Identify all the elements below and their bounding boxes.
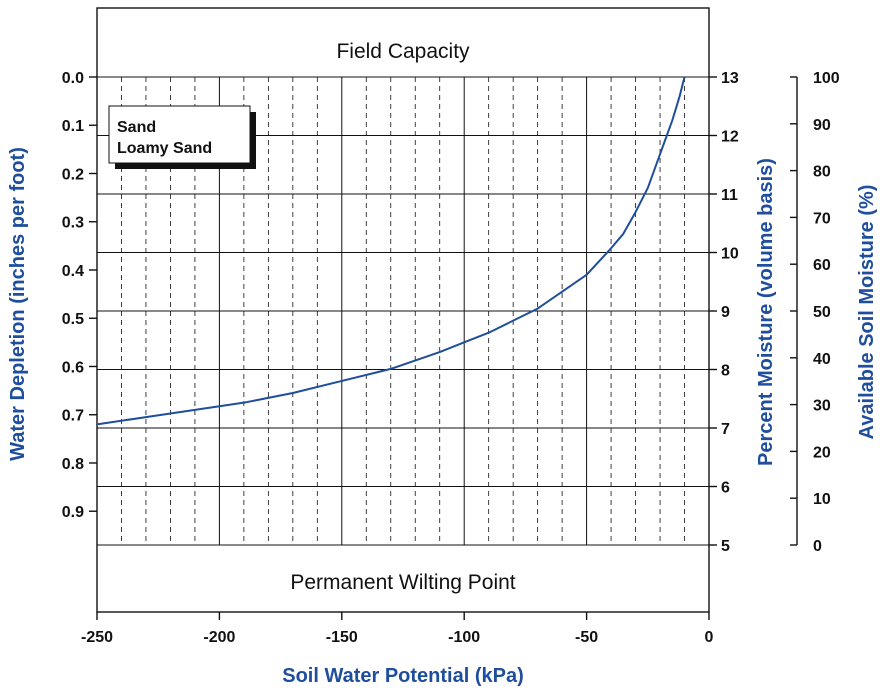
- curve-layer: [96, 76, 686, 426]
- y3-tick-label: 50: [813, 304, 831, 321]
- y3-axis-title: Available Soil Moisture (%): [856, 185, 878, 440]
- legend-sand: Sand: [117, 119, 156, 136]
- depletion-curve: [96, 76, 686, 426]
- y-tick-label: 0.3: [62, 215, 84, 232]
- y3-tick-label: 100: [813, 70, 840, 87]
- y2-tick-label: 13: [721, 70, 739, 87]
- y-tick-label: 0.6: [62, 359, 84, 376]
- y3-tick-label: 40: [813, 351, 831, 368]
- grid: [97, 76, 709, 546]
- y-tick-label: 0.0: [62, 70, 84, 87]
- x-tick-label: 0: [705, 629, 714, 646]
- permanent-wilting-point-label: Permanent Wilting Point: [290, 571, 515, 594]
- y3-tick-label: 20: [813, 444, 831, 461]
- y-tick-label: 0.4: [62, 263, 84, 280]
- y-tick-label: 0.2: [62, 166, 84, 183]
- x-tick-label: -250: [81, 629, 113, 646]
- y2-axis-title: Percent Moisture (volume basis): [755, 158, 777, 466]
- x-axis-title: Soil Water Potential (kPa): [282, 665, 524, 687]
- axes: 0.0 0.1 0.2 0.3 0.4 0.5 0.6 0.7 0.8 0.9 -250 -200 -1…: [62, 70, 840, 646]
- y-tick-label: 0.1: [62, 118, 84, 135]
- y3-tick-label: 70: [813, 210, 831, 227]
- y3-tick-label: 10: [813, 491, 831, 508]
- plot-frame: [96, 7, 710, 613]
- y2-tick-label: 7: [721, 421, 730, 438]
- y-axis-title: Water Depletion (inches per foot): [7, 147, 29, 461]
- x-tick-label: -50: [575, 629, 598, 646]
- x-tick-label: -100: [448, 629, 480, 646]
- x-tick-label: -200: [203, 629, 235, 646]
- field-capacity-label: Field Capacity: [336, 40, 470, 63]
- y3-tick-label: 60: [813, 257, 831, 274]
- y2-tick-label: 11: [721, 187, 738, 204]
- y3-tick-label: 80: [813, 164, 831, 181]
- y2-tick-label: 5: [721, 538, 730, 555]
- legend-loamy-sand: Loamy Sand: [117, 140, 212, 157]
- y-tick-label: 0.9: [62, 504, 84, 521]
- y2-tick-label: 9: [721, 304, 730, 321]
- y2-tick-label: 8: [721, 363, 730, 380]
- y2-tick-label: 10: [721, 246, 739, 263]
- y-tick-label: 0.7: [62, 408, 84, 425]
- y2-tick-label: 6: [721, 480, 730, 497]
- y3-tick-label: 30: [813, 398, 831, 415]
- y2-tick-label: 12: [721, 129, 739, 146]
- y3-tick-label: 90: [813, 117, 831, 134]
- legend-box: [108, 105, 251, 164]
- y-tick-label: 0.8: [62, 456, 84, 473]
- x-tick-label: -150: [326, 629, 358, 646]
- y-tick-label: 0.5: [62, 311, 84, 328]
- legend: Sand Loamy Sand: [108, 105, 256, 169]
- y3-tick-label: 0: [813, 538, 822, 555]
